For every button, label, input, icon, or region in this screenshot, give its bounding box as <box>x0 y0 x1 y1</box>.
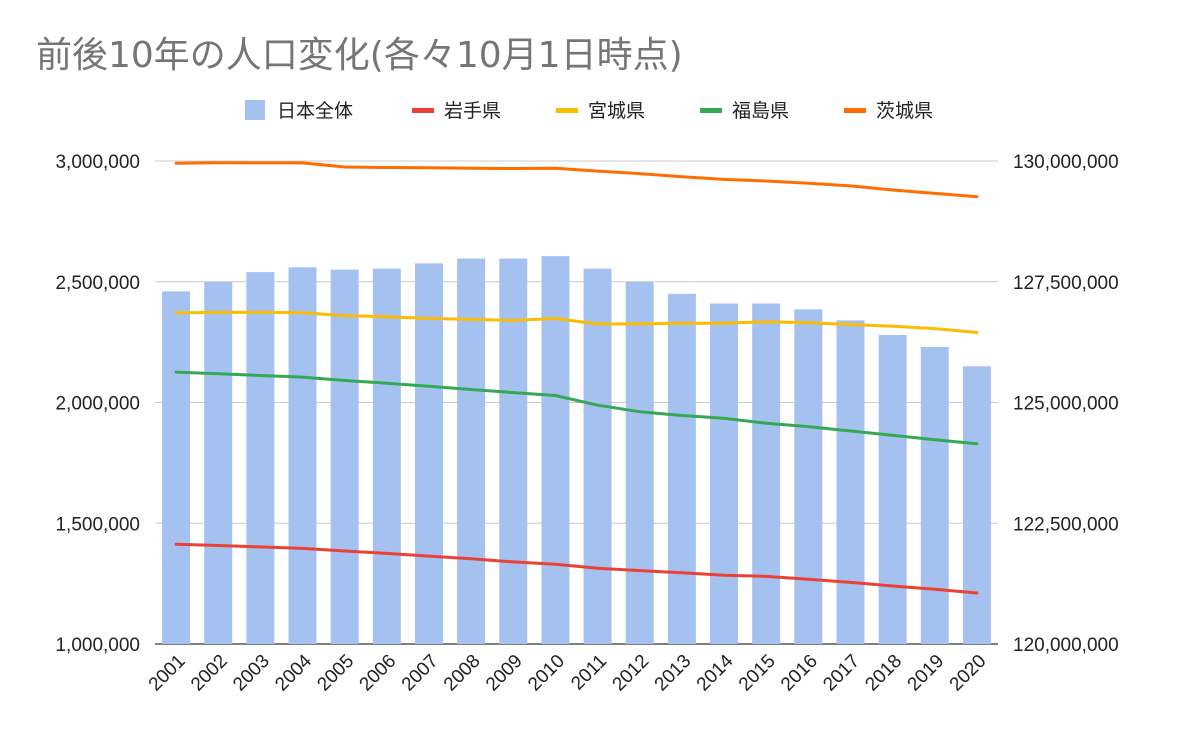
legend-label: 日本全体 <box>277 100 353 122</box>
x-tick-label: 2008 <box>440 651 485 696</box>
left-tick-label: 3,000,000 <box>55 152 140 173</box>
bar <box>794 309 823 644</box>
bar <box>878 334 907 644</box>
bar-series-japan-total <box>162 256 991 644</box>
x-tick-label: 2016 <box>777 651 822 696</box>
bar <box>330 269 359 644</box>
x-tick-label: 2015 <box>735 651 780 696</box>
x-tick-label: 2018 <box>861 651 906 696</box>
x-tick-label: 2006 <box>356 651 401 696</box>
series-line <box>174 161 979 199</box>
bar <box>204 281 233 644</box>
x-tick-label: 2011 <box>567 651 611 695</box>
line-series-group <box>174 161 979 595</box>
bar <box>457 258 486 644</box>
bar <box>583 268 612 644</box>
bar <box>962 366 991 644</box>
legend-label: 岩手県 <box>444 100 501 122</box>
legend-item: 岩手県 <box>412 100 501 122</box>
bar <box>667 293 696 644</box>
x-tick-label: 2007 <box>398 651 443 696</box>
legend-item: 日本全体 <box>245 100 353 122</box>
right-tick-label: 122,500,000 <box>1013 514 1119 535</box>
x-tick-label: 2009 <box>482 651 527 696</box>
x-tick-label: 2010 <box>524 651 569 696</box>
bar <box>372 268 401 644</box>
left-tick-label: 1,000,000 <box>55 635 140 656</box>
legend-item: 茨城県 <box>844 100 933 122</box>
gridlines <box>155 160 998 645</box>
legend: 日本全体 岩手県 宮城県 福島県 茨城県 <box>245 100 933 122</box>
bar <box>288 267 317 644</box>
chart-title: 前後10年の人口変化(各々10月1日時点) <box>36 35 683 76</box>
bar <box>625 281 654 644</box>
bar <box>836 320 865 644</box>
x-tick-label: 2013 <box>651 651 696 696</box>
x-tick-label: 2019 <box>904 651 949 696</box>
x-tick-label: 2017 <box>819 651 864 696</box>
right-axis-ticks: 120,000,000 122,500,000 125,000,000 127,500… <box>1013 152 1119 656</box>
x-axis-ticks: 2001200220032004200520062007200820092010… <box>145 650 991 695</box>
bar <box>246 272 275 644</box>
x-tick-label: 2002 <box>187 651 232 696</box>
left-axis-ticks: 1,000,000 1,500,000 2,000,000 2,500,000 3,00… <box>55 152 140 656</box>
series-line <box>174 310 979 334</box>
bar <box>920 346 949 644</box>
series-line <box>174 542 979 595</box>
x-tick-label: 2005 <box>313 651 358 696</box>
x-tick-label: 2004 <box>271 650 316 695</box>
legend-label: 福島県 <box>732 100 789 122</box>
legend-label: 宮城県 <box>588 100 645 122</box>
x-tick-label: 2020 <box>946 651 991 696</box>
bar <box>499 258 528 644</box>
left-tick-label: 1,500,000 <box>55 514 140 535</box>
legend-item: 福島県 <box>700 100 789 122</box>
x-tick-label: 2014 <box>693 650 738 695</box>
legend-swatch <box>844 108 866 113</box>
legend-swatch <box>700 108 722 113</box>
bar <box>162 291 191 644</box>
x-tick-label: 2003 <box>229 651 274 696</box>
left-tick-label: 2,000,000 <box>55 394 140 415</box>
bar <box>541 256 570 644</box>
legend-item: 宮城県 <box>556 100 645 122</box>
right-tick-label: 120,000,000 <box>1013 635 1119 656</box>
legend-swatch <box>556 108 578 113</box>
bar <box>414 263 443 644</box>
series-line <box>174 370 979 446</box>
x-tick-label: 2001 <box>145 651 190 696</box>
right-tick-label: 127,500,000 <box>1013 273 1119 294</box>
right-tick-label: 125,000,000 <box>1013 394 1119 415</box>
legend-label: 茨城県 <box>876 100 933 122</box>
left-tick-label: 2,500,000 <box>55 273 140 294</box>
legend-swatch <box>412 108 434 113</box>
right-tick-label: 130,000,000 <box>1013 152 1119 173</box>
x-tick-label: 2012 <box>609 651 654 696</box>
bar <box>752 303 781 644</box>
bar <box>710 303 739 644</box>
legend-swatch <box>245 100 265 120</box>
